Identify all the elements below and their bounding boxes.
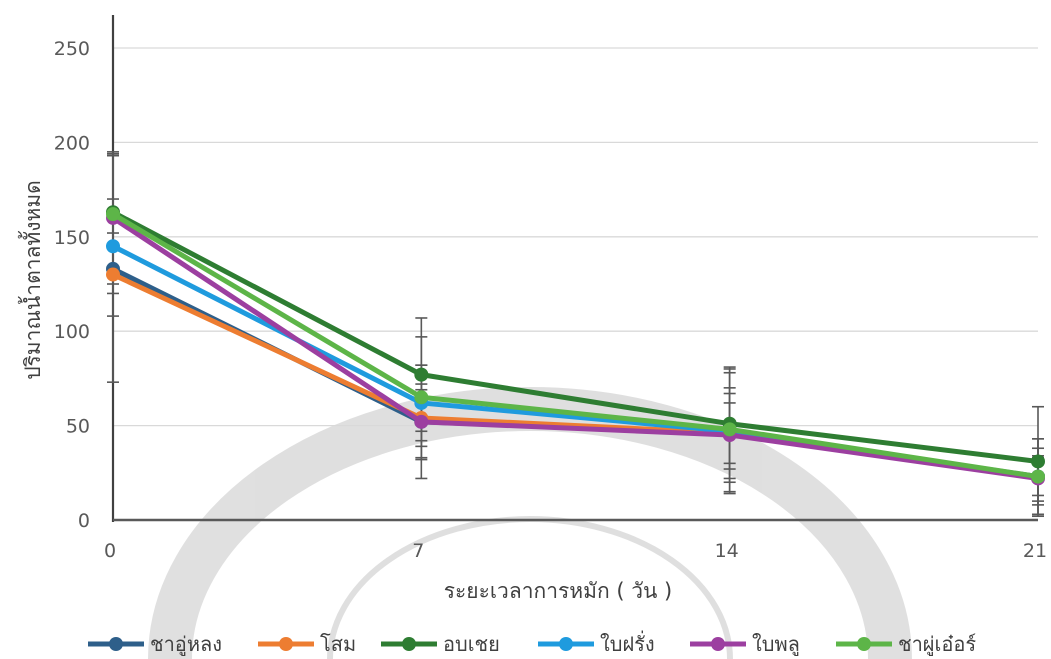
data-point xyxy=(1031,454,1045,469)
watermark-seal xyxy=(148,387,912,659)
x-axis-ticks: 0 7 14 21 xyxy=(104,540,1047,562)
series-group xyxy=(106,151,1045,518)
legend-item: ชาผู่เอ๋อร์ xyxy=(836,632,976,657)
legend-item: โสม xyxy=(258,632,356,656)
legend-swatch-marker xyxy=(711,637,725,651)
series-line xyxy=(111,210,1039,464)
y-axis-title: ปริมาณน้ำตาลทั้งหมด xyxy=(18,180,45,380)
x-tick-label: 7 xyxy=(412,540,424,562)
legend-item: อบเชย xyxy=(381,632,500,656)
legend-item: ใบฝรั่ง xyxy=(538,630,655,656)
x-tick-label: 21 xyxy=(1023,540,1047,562)
gridlines xyxy=(113,47,1038,427)
series-line xyxy=(111,215,1039,481)
y-tick-label: 50 xyxy=(66,416,90,438)
data-point xyxy=(106,239,120,254)
legend-label: ใบฝรั่ง xyxy=(600,630,655,656)
y-axis-ticks: 0 50 100 150 200 250 xyxy=(54,38,90,532)
legend-swatch-marker xyxy=(109,637,123,651)
data-point xyxy=(414,367,429,382)
series-5 xyxy=(106,207,1045,484)
data-point xyxy=(414,390,429,405)
y-tick-label: 250 xyxy=(54,38,90,60)
legend: ชาอู่หลง โสม อบเชย ใบฝรั่ง ใบพลู ชาผู่เอ๋อร์ xyxy=(88,630,976,657)
series-1 xyxy=(106,267,1045,484)
x-axis-title: ระยะเวลาการหมัก ( วัน ) xyxy=(444,579,673,603)
data-point xyxy=(722,422,737,437)
series-line xyxy=(111,211,1039,480)
y-tick-label: 0 xyxy=(78,510,90,532)
legend-swatch-marker xyxy=(279,637,293,651)
legend-item: ใบพลู xyxy=(690,632,800,657)
legend-item: ชาอู่หลง xyxy=(88,632,222,657)
data-point xyxy=(106,207,120,222)
legend-label: ชาอู่หลง xyxy=(150,632,222,657)
legend-label: อบเชย xyxy=(443,632,500,656)
y-tick-label: 100 xyxy=(54,321,90,343)
legend-swatch-marker xyxy=(857,637,871,651)
legend-swatch-marker xyxy=(402,637,416,651)
x-tick-label: 14 xyxy=(715,540,739,562)
y-tick-label: 200 xyxy=(54,132,90,154)
legend-swatch-marker xyxy=(559,637,573,651)
legend-label: ใบพลู xyxy=(752,632,800,657)
x-tick-label: 0 xyxy=(104,540,116,562)
data-point xyxy=(1031,469,1045,484)
data-point xyxy=(414,414,429,429)
legend-label: โสม xyxy=(320,632,356,656)
data-point xyxy=(106,267,120,282)
legend-label: ชาผู่เอ๋อร์ xyxy=(898,632,976,657)
y-tick-label: 150 xyxy=(54,227,90,249)
